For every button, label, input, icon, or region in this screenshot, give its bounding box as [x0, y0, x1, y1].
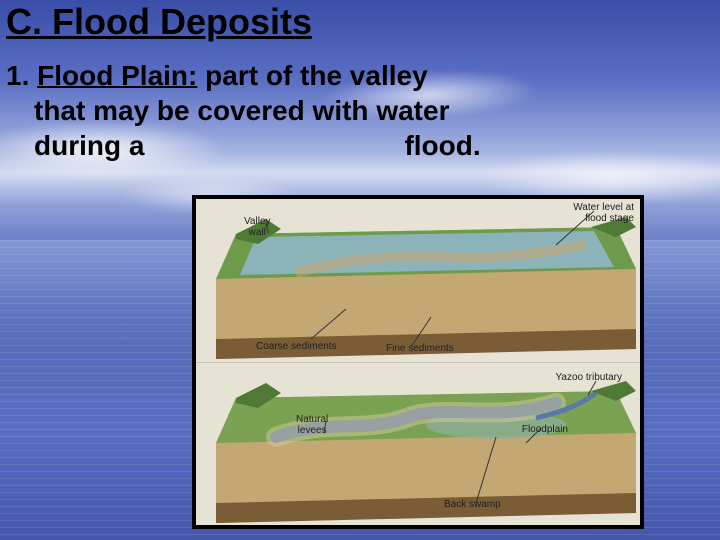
flood-diagram: Water level at flood stage Valley wall C…: [192, 195, 644, 529]
body-term: Flood Plain:: [37, 60, 197, 91]
diagram-panel-floodplain-svg: [196, 363, 640, 526]
diagram-panel-floodplain: Yazoo tributary Natural levees Floodplai…: [196, 362, 640, 526]
diagram-panel-flood: Water level at flood stage Valley wall C…: [196, 199, 640, 362]
label-fine-sediments: Fine sediments: [386, 344, 454, 355]
body-line3b: flood.: [404, 130, 480, 161]
label-floodplain: Floodplain: [522, 425, 568, 436]
label-yazoo-tributary: Yazoo tributary: [555, 373, 622, 384]
section-heading: C. Flood Deposits: [6, 2, 312, 42]
body-number: 1.: [6, 60, 37, 91]
body-line3a: during a: [34, 130, 144, 161]
body-line1-rest: part of the valley: [197, 60, 427, 91]
label-water-level: Water level at flood stage: [573, 203, 634, 224]
slide: C. Flood Deposits 1. Flood Plain: part o…: [0, 0, 720, 540]
label-natural-levees: Natural levees: [296, 415, 328, 436]
label-valley-wall: Valley wall: [244, 217, 271, 238]
body-line3: during a flood.: [6, 128, 706, 163]
label-back-swamp: Back swamp: [444, 500, 501, 511]
body-text: 1. Flood Plain: part of the valley that …: [6, 58, 706, 163]
body-line2: that may be covered with water: [6, 93, 706, 128]
label-coarse-sediments: Coarse sediments: [256, 342, 337, 353]
